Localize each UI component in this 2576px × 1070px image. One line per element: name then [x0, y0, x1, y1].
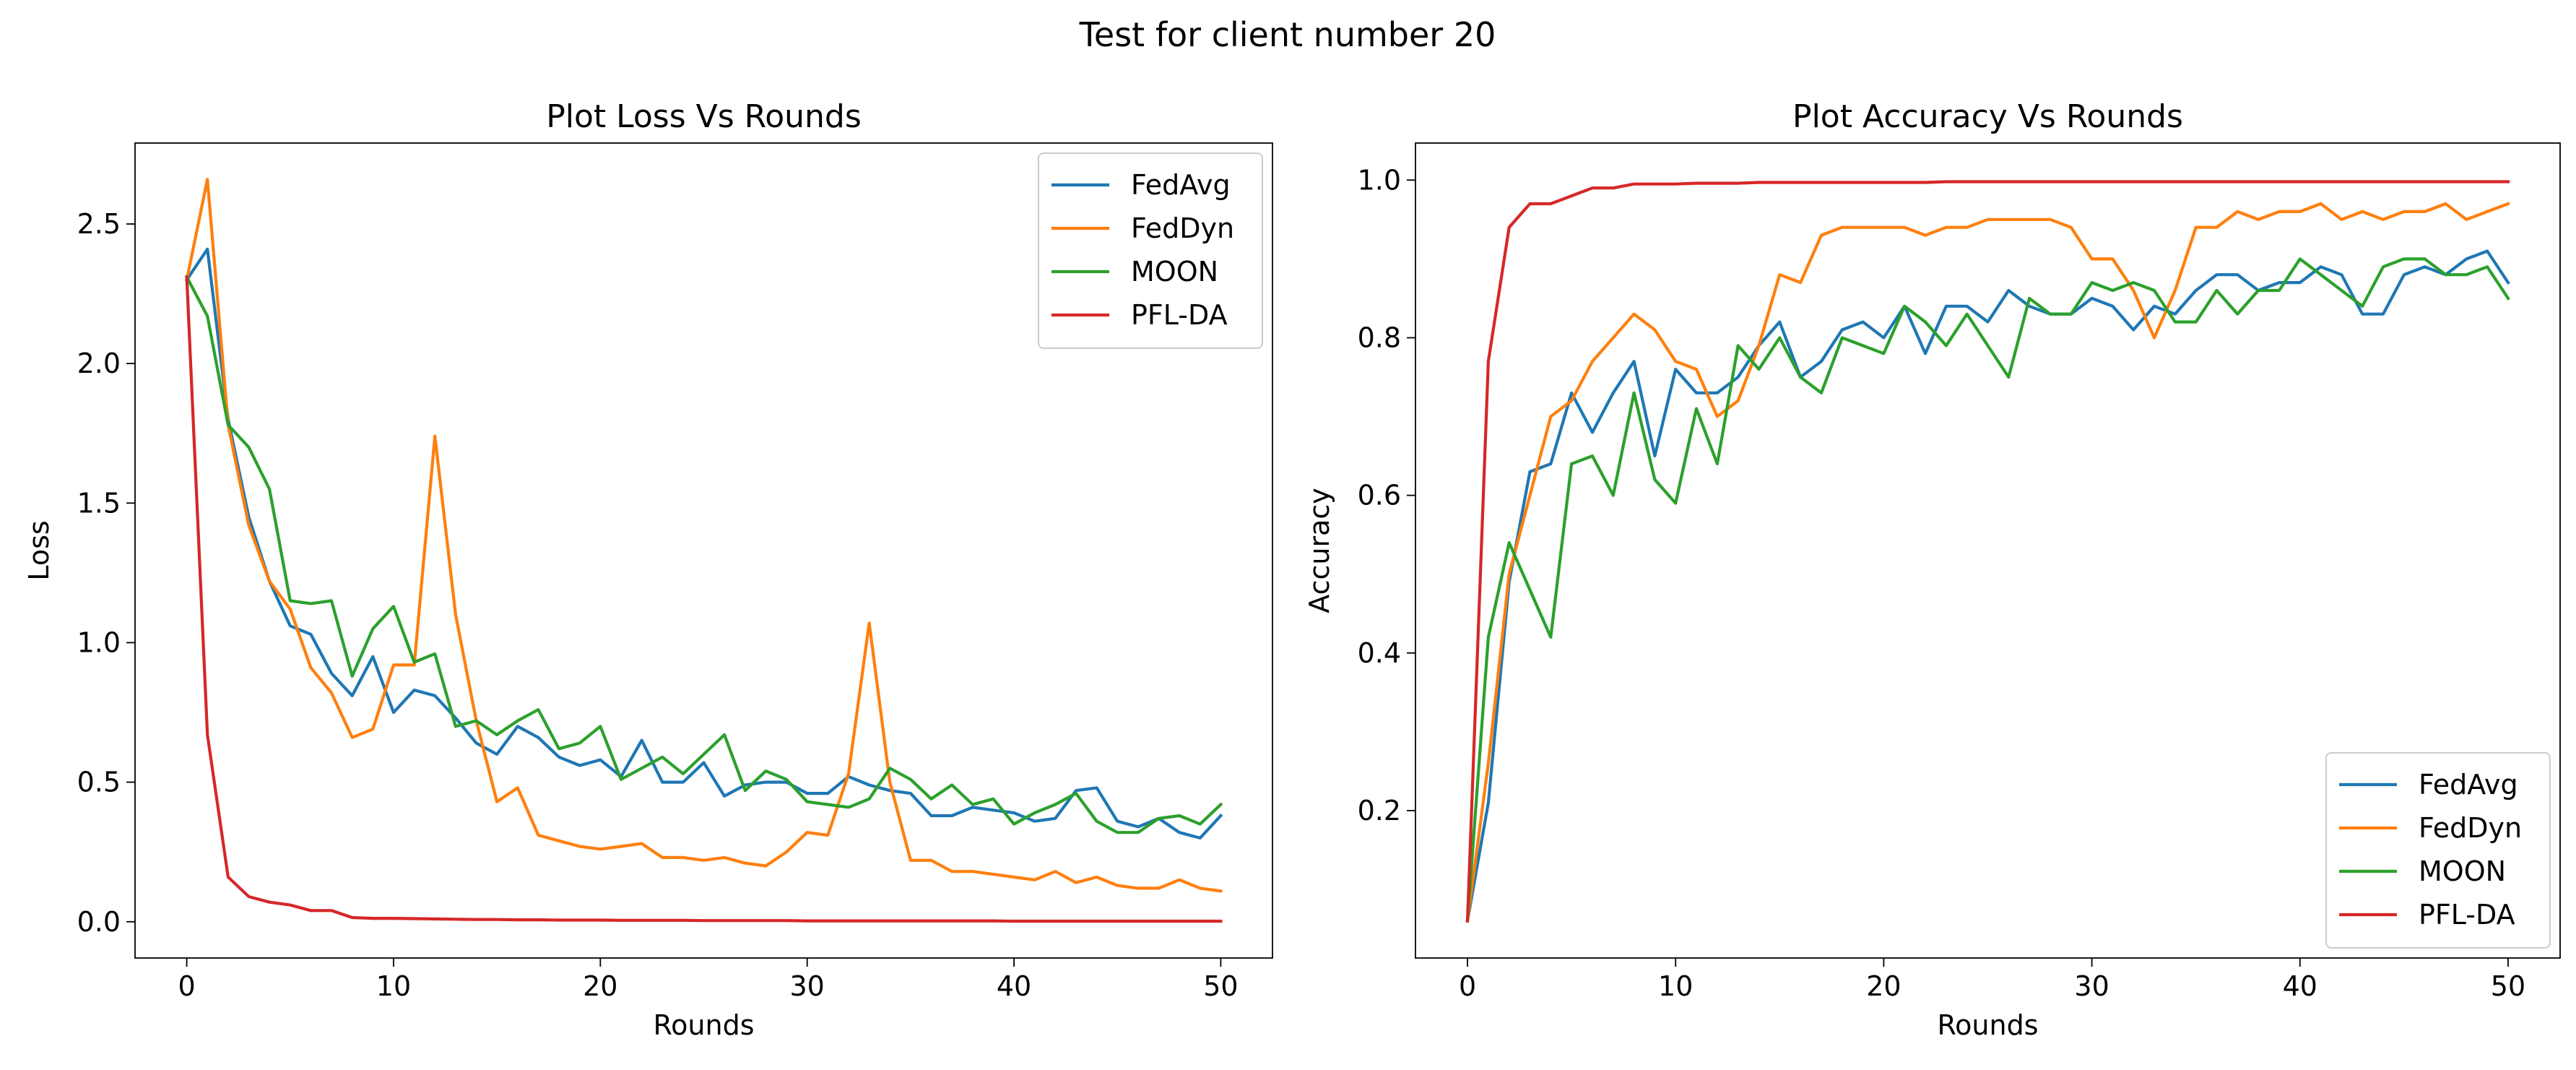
axes-frame [134, 142, 1273, 959]
series-line-pfl-da [185, 275, 1223, 923]
x-axis-label: Rounds [1937, 1009, 2038, 1041]
y-tick-label: 0.8 [1358, 322, 1401, 353]
legend-label-moon: MOON [2419, 855, 2506, 887]
x-tick-label: 10 [376, 970, 411, 1002]
x-tick-label: 20 [1866, 970, 1901, 1002]
x-tick-label: 20 [583, 970, 617, 1002]
y-tick-label: 1.0 [1358, 164, 1401, 196]
y-axis-label: Accuracy [1304, 488, 1335, 613]
legend-label-moon: MOON [1131, 256, 1218, 288]
figure-suptitle: Test for client number 20 [1079, 15, 1496, 54]
x-tick-label: 30 [2074, 970, 2109, 1002]
series-line-feddyn [185, 178, 1223, 893]
loss-chart: Plot Loss Vs Rounds 0 10 20 30 40 50 0.0 0.5 1.0 1… [23, 98, 1273, 1041]
series-line-moon [184, 275, 1223, 834]
legend: FedAvg FedDyn MOON PFL-DA [2325, 752, 2551, 949]
y-tick-label: 0.2 [1358, 795, 1401, 827]
x-tick-label: 50 [2491, 970, 2525, 1002]
series-line-fedavg [184, 247, 1223, 840]
legend-label-fedavg: FedAvg [2419, 769, 2518, 801]
x-tick-label: 0 [178, 970, 195, 1002]
chart-title: Plot Accuracy Vs Rounds [1792, 98, 2183, 135]
legend-frame [2325, 752, 2551, 949]
legend: FedAvg FedDyn MOON PFL-DA [1038, 152, 1263, 349]
legend-label-pfl-da: PFL-DA [2419, 899, 2515, 931]
chart-title: Plot Loss Vs Rounds [546, 98, 862, 135]
y-axis-label: Loss [23, 520, 55, 580]
legend-label-feddyn: FedDyn [2419, 812, 2522, 844]
series-line-pfl-da [1465, 180, 2510, 923]
y-tick-label: 1.0 [77, 626, 121, 658]
x-tick-label: 40 [997, 970, 1031, 1002]
legend-label-pfl-da: PFL-DA [1131, 299, 1228, 331]
y-tick-label: 2.0 [77, 348, 121, 379]
legend-label-fedavg: FedAvg [1131, 169, 1231, 201]
series-line-feddyn [1465, 202, 2510, 923]
x-tick-label: 0 [1459, 970, 1476, 1002]
y-tick-label: 0.6 [1358, 480, 1401, 512]
series-lines [184, 178, 1223, 923]
x-tick-label: 10 [1658, 970, 1693, 1002]
accuracy-chart: Plot Accuracy Vs Rounds 0 10 20 30 40 50 0.2 0.4… [1304, 98, 2561, 1041]
x-tick-label: 50 [1203, 970, 1238, 1002]
series-line-moon [1465, 257, 2510, 923]
legend-frame [1038, 152, 1263, 349]
y-tick-label: 0.5 [77, 767, 121, 798]
x-tick-label: 30 [790, 970, 825, 1002]
y-tick-label: 0.0 [77, 906, 121, 938]
y-tick-label: 0.4 [1358, 637, 1401, 669]
x-tick-label: 40 [2283, 970, 2317, 1002]
axes-frame [1415, 142, 2561, 959]
y-tick-label: 1.5 [77, 487, 121, 519]
series-line-fedavg [1465, 249, 2510, 923]
legend-label-feddyn: FedDyn [1131, 212, 1234, 244]
y-tick-label: 2.5 [77, 208, 121, 240]
series-lines [1465, 180, 2510, 923]
x-axis-label: Rounds [653, 1009, 754, 1041]
